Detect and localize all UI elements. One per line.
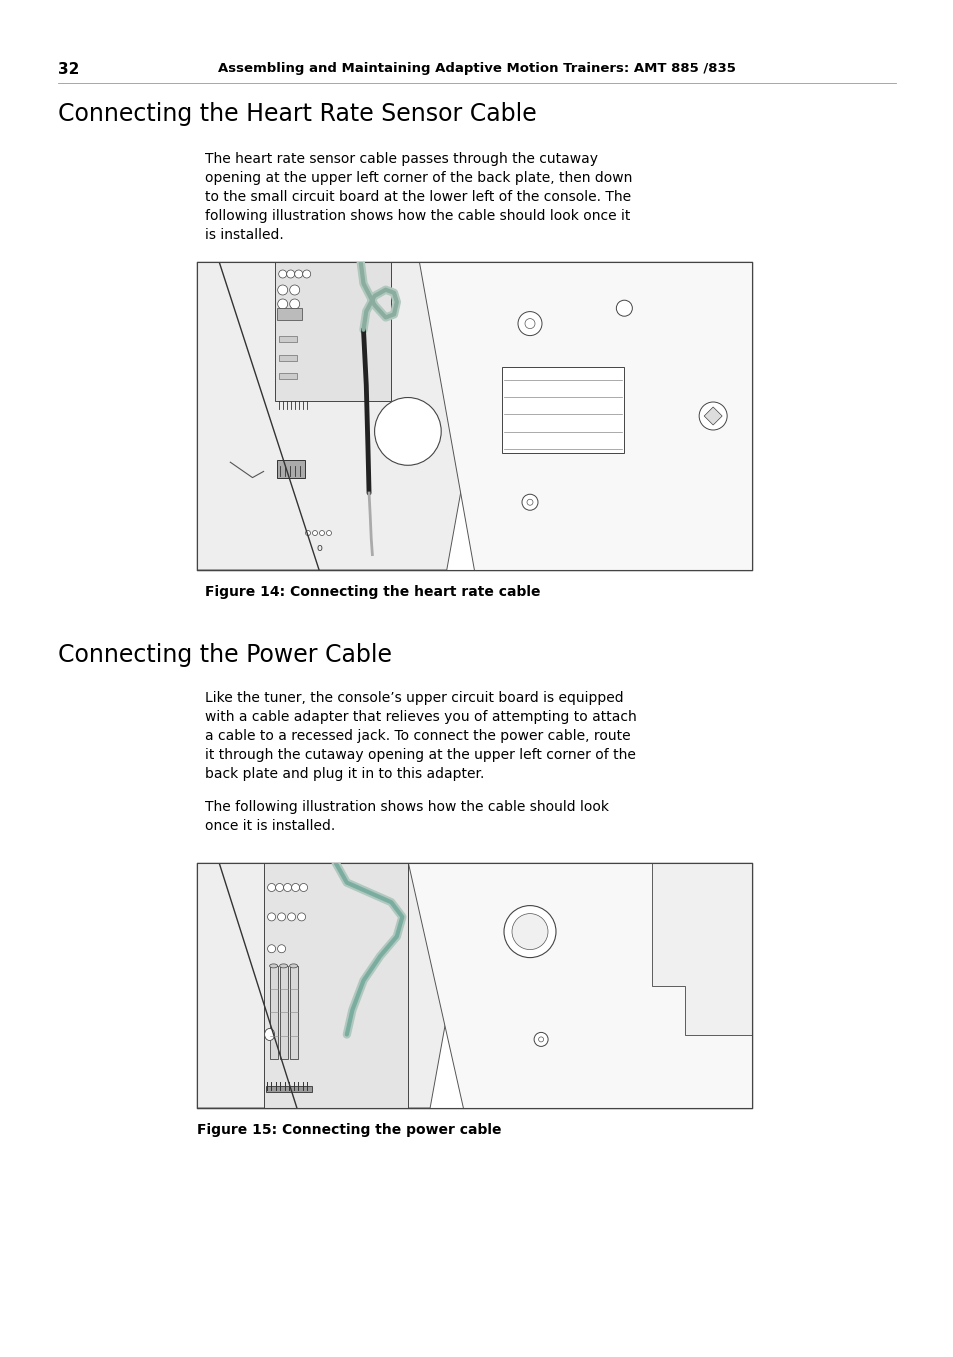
Ellipse shape — [264, 1029, 274, 1041]
Text: with a cable adapter that relieves you of attempting to attach: with a cable adapter that relieves you o… — [205, 710, 636, 725]
Text: The following illustration shows how the cable should look: The following illustration shows how the… — [205, 801, 608, 814]
Text: is installed.: is installed. — [205, 228, 283, 242]
Ellipse shape — [375, 398, 440, 465]
Bar — [290, 966, 297, 1058]
Bar — [263, 863, 408, 1109]
Text: Figure 14: Connecting the heart rate cable: Figure 14: Connecting the heart rate cab… — [205, 585, 540, 598]
Circle shape — [297, 913, 305, 921]
Text: Figure 15: Connecting the power cable: Figure 15: Connecting the power cable — [196, 1124, 501, 1137]
Text: Connecting the Power Cable: Connecting the Power Cable — [58, 643, 392, 668]
Circle shape — [305, 531, 310, 536]
Circle shape — [534, 1033, 548, 1046]
Text: Connecting the Heart Rate Sensor Cable: Connecting the Heart Rate Sensor Cable — [58, 102, 537, 126]
Text: Assembling and Maintaining Adaptive Motion Trainers: AMT 885 /835: Assembling and Maintaining Adaptive Moti… — [218, 62, 735, 75]
Text: it through the cutaway opening at the upper left corner of the: it through the cutaway opening at the up… — [205, 748, 636, 763]
Circle shape — [616, 300, 632, 316]
Text: once it is installed.: once it is installed. — [205, 820, 335, 833]
Bar — [276, 308, 301, 320]
Circle shape — [268, 883, 275, 892]
Bar — [278, 373, 296, 379]
Circle shape — [277, 285, 288, 294]
Bar — [279, 966, 287, 1058]
Polygon shape — [408, 863, 751, 1109]
Circle shape — [503, 905, 556, 958]
Polygon shape — [418, 262, 751, 570]
Circle shape — [299, 883, 307, 892]
Circle shape — [517, 312, 541, 335]
Circle shape — [524, 319, 535, 328]
Text: o: o — [315, 543, 322, 554]
Circle shape — [278, 270, 287, 278]
Text: to the small circuit board at the lower left of the console. The: to the small circuit board at the lower … — [205, 190, 631, 204]
Circle shape — [277, 944, 285, 953]
Circle shape — [313, 531, 317, 536]
Bar — [196, 262, 751, 570]
Text: 32: 32 — [58, 62, 79, 77]
Ellipse shape — [290, 963, 297, 968]
Circle shape — [277, 913, 285, 921]
Circle shape — [287, 913, 295, 921]
Polygon shape — [703, 407, 721, 425]
Circle shape — [287, 270, 294, 278]
Circle shape — [538, 1037, 543, 1042]
Polygon shape — [196, 262, 501, 570]
Bar — [276, 460, 304, 478]
Circle shape — [326, 531, 331, 536]
Text: Like the tuner, the console’s upper circuit board is equipped: Like the tuner, the console’s upper circ… — [205, 691, 623, 706]
Circle shape — [521, 494, 537, 510]
Circle shape — [526, 499, 533, 505]
Bar — [501, 366, 623, 453]
Bar — [278, 354, 296, 361]
Ellipse shape — [270, 963, 277, 968]
Bar — [265, 1086, 312, 1091]
Bar — [278, 337, 296, 342]
Circle shape — [290, 285, 299, 294]
Polygon shape — [196, 863, 474, 1109]
Circle shape — [292, 883, 299, 892]
Polygon shape — [652, 863, 751, 1034]
Circle shape — [277, 299, 288, 309]
Circle shape — [512, 913, 547, 950]
Circle shape — [275, 883, 283, 892]
Circle shape — [294, 270, 302, 278]
Circle shape — [268, 944, 275, 953]
Text: a cable to a recessed jack. To connect the power cable, route: a cable to a recessed jack. To connect t… — [205, 729, 630, 744]
Text: The heart rate sensor cable passes through the cutaway: The heart rate sensor cable passes throu… — [205, 152, 598, 166]
Circle shape — [290, 299, 299, 309]
Circle shape — [283, 883, 292, 892]
Bar — [274, 262, 391, 400]
Circle shape — [268, 913, 275, 921]
Text: opening at the upper left corner of the back plate, then down: opening at the upper left corner of the … — [205, 171, 632, 185]
Ellipse shape — [279, 963, 287, 968]
Circle shape — [319, 531, 324, 536]
Text: back plate and plug it in to this adapter.: back plate and plug it in to this adapte… — [205, 767, 484, 782]
Circle shape — [699, 402, 726, 430]
Text: following illustration shows how the cable should look once it: following illustration shows how the cab… — [205, 209, 630, 223]
Bar — [196, 863, 751, 1109]
Bar — [270, 966, 277, 1058]
Circle shape — [302, 270, 311, 278]
